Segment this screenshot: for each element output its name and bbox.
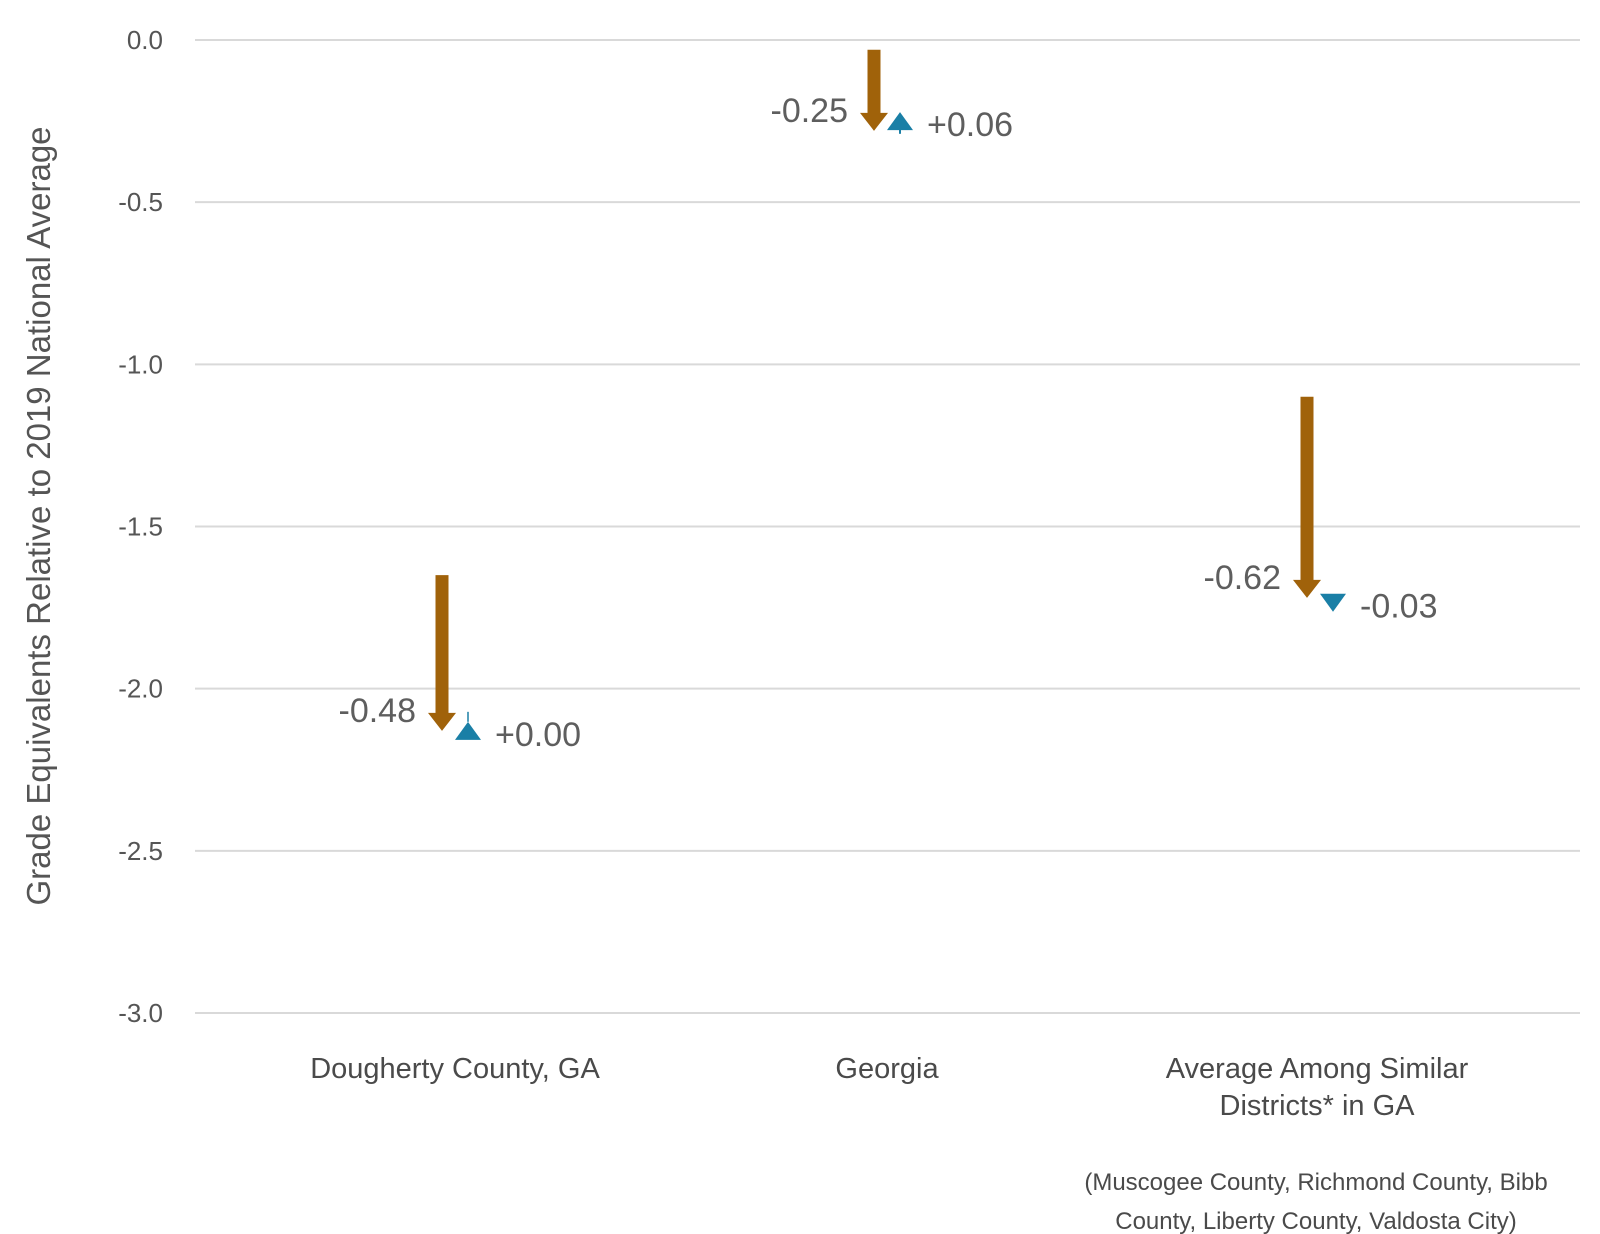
decline-arrow xyxy=(860,49,888,131)
decline-label: -0.62 xyxy=(1204,559,1282,597)
gridlines xyxy=(195,39,1580,1014)
decline-label: -0.48 xyxy=(339,692,417,730)
y-tick-label: -1.5 xyxy=(118,512,163,542)
change-arrow xyxy=(455,721,481,740)
category-note: County, Liberty County, Valdosta City) xyxy=(1115,1208,1517,1234)
decline-arrow xyxy=(428,575,456,731)
category-note: (Muscogee County, Richmond County, Bibb xyxy=(1084,1169,1547,1196)
x-category-label: Districts* in GA xyxy=(1220,1090,1416,1122)
y-axis-ticks: 0.0 -0.5 -1.0 -1.5 -2.0 -2.5 -3.0 xyxy=(118,25,163,1028)
y-tick-label: -3.0 xyxy=(118,998,163,1028)
decline-label: -0.25 xyxy=(771,92,849,130)
y-tick-label: -2.5 xyxy=(118,836,163,866)
change-label: +0.06 xyxy=(927,106,1013,144)
y-tick-label: 0.0 xyxy=(127,25,163,55)
change-label: +0.00 xyxy=(495,716,581,754)
y-tick-label: -2.0 xyxy=(118,674,163,704)
y-axis-label: Grade Equivalents Relative to 2019 Natio… xyxy=(20,126,57,905)
y-tick-label: -1.0 xyxy=(118,349,163,379)
x-category-label: Average Among Similar xyxy=(1166,1053,1469,1085)
change-arrow xyxy=(887,112,913,131)
change-label: -0.03 xyxy=(1360,588,1438,626)
chart-marks: -0.48 -0.25 -0.62 +0.00 +0.06 -0.03 xyxy=(339,49,1438,754)
y-tick-label: -0.5 xyxy=(118,187,163,217)
decline-arrow xyxy=(1293,396,1321,598)
x-axis-categories: Dougherty County, GA Georgia Average Among… xyxy=(310,1053,1547,1234)
x-category-label: Dougherty County, GA xyxy=(310,1053,600,1085)
x-category-label: Georgia xyxy=(835,1053,939,1085)
change-arrow xyxy=(1320,593,1346,612)
